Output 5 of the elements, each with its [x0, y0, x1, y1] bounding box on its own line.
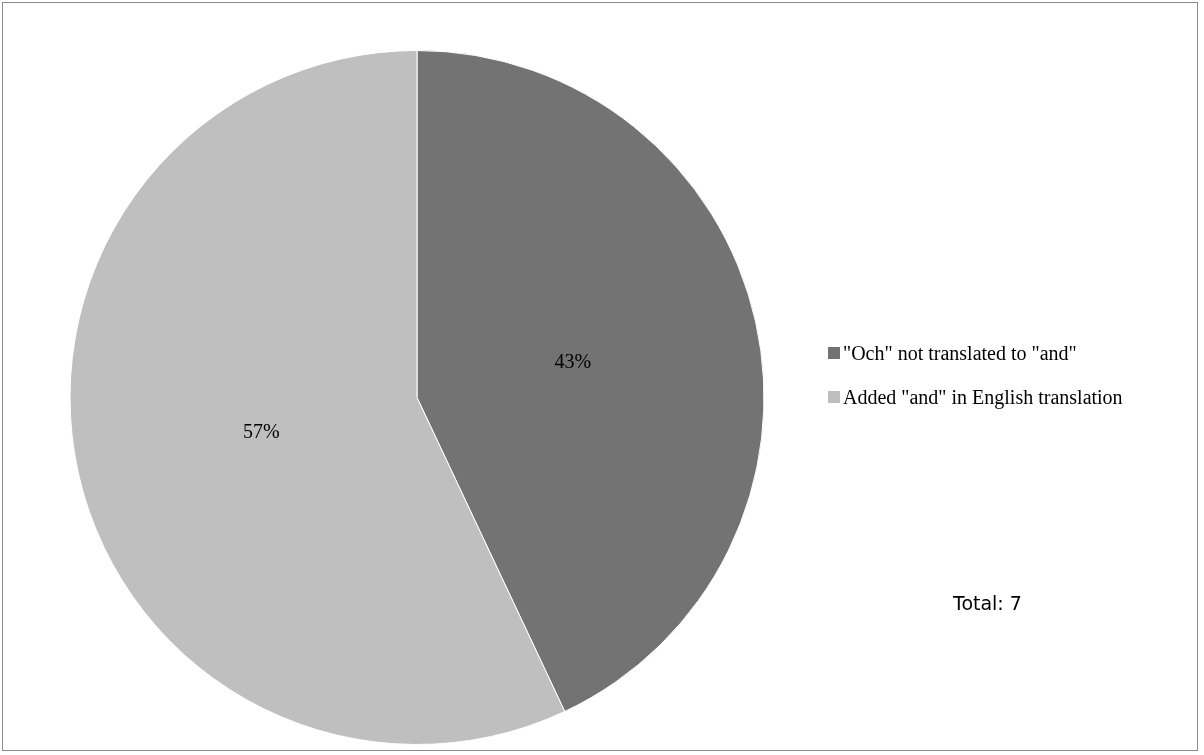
text: Total: 7 [953, 592, 1022, 614]
data-label: 43% [554, 349, 592, 372]
legend-label: Added "and" in English translation [843, 385, 1123, 410]
data-label: 57% [242, 419, 280, 442]
legend-label: "Och" not translated to "and" [843, 341, 1077, 366]
